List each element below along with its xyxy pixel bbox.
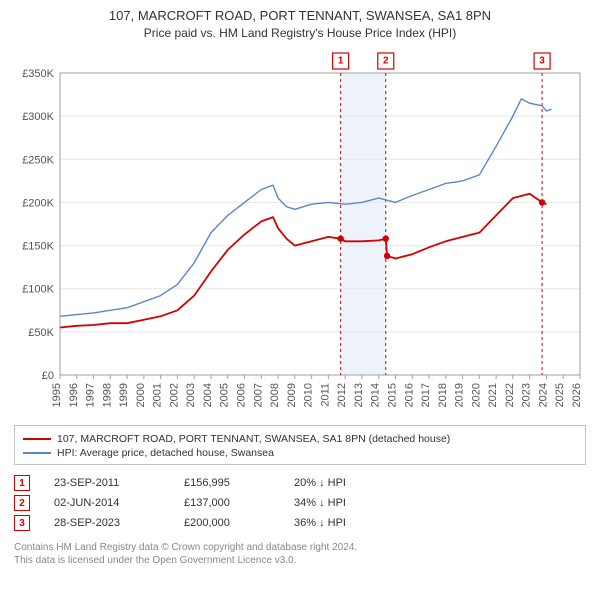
svg-text:2005: 2005 [219, 383, 231, 407]
sale-delta: 36% ↓ HPI [294, 517, 404, 529]
svg-text:2024: 2024 [537, 383, 549, 407]
svg-text:2014: 2014 [370, 383, 382, 407]
svg-text:2007: 2007 [252, 383, 264, 407]
svg-text:1997: 1997 [85, 383, 97, 407]
svg-text:£150K: £150K [22, 241, 54, 253]
footer-attribution: Contains HM Land Registry data © Crown c… [14, 541, 586, 567]
svg-text:2013: 2013 [353, 383, 365, 407]
svg-text:2009: 2009 [286, 383, 298, 407]
svg-text:£100K: £100K [22, 284, 54, 296]
svg-text:2012: 2012 [336, 383, 348, 407]
svg-text:2002: 2002 [168, 383, 180, 407]
svg-text:1999: 1999 [118, 383, 130, 407]
sales-row: 3 28-SEP-2023£200,00036% ↓ HPI [14, 513, 586, 533]
svg-text:2020: 2020 [470, 383, 482, 407]
chart-area: £0 £50K £100K £150K £200K £250K £300K £350K 1995… [14, 47, 586, 417]
legend-item: 107, MARCROFT ROAD, PORT TENNANT, SWANSE… [23, 432, 577, 446]
legend-label: 107, MARCROFT ROAD, PORT TENNANT, SWANSE… [57, 433, 450, 445]
chart-subtitle: Price paid vs. HM Land Registry's House … [14, 26, 586, 41]
legend: 107, MARCROFT ROAD, PORT TENNANT, SWANSE… [14, 425, 586, 465]
legend-swatch [23, 438, 51, 440]
sale-delta: 34% ↓ HPI [294, 497, 404, 509]
svg-text:2017: 2017 [420, 383, 432, 407]
svg-text:2025: 2025 [554, 383, 566, 407]
sale-price: £200,000 [184, 517, 294, 529]
svg-text:2019: 2019 [454, 383, 466, 407]
sale-date: 02-JUN-2014 [54, 497, 184, 509]
footer-line-1: Contains HM Land Registry data © Crown c… [14, 541, 586, 554]
sale-price: £156,995 [184, 477, 294, 489]
svg-text:£250K: £250K [22, 155, 54, 167]
svg-text:2011: 2011 [319, 383, 331, 407]
svg-text:2006: 2006 [236, 383, 248, 407]
sale-marker: 1 [14, 475, 30, 491]
sale-date: 28-SEP-2023 [54, 517, 184, 529]
legend-label: HPI: Average price, detached house, Swan… [57, 447, 274, 459]
svg-text:£200K: £200K [22, 198, 54, 210]
sales-table: 1 23-SEP-2011£156,99520% ↓ HPI 2 02-JUN-201… [14, 473, 586, 533]
svg-text:2021: 2021 [487, 383, 499, 407]
svg-text:£0: £0 [42, 370, 54, 382]
page: 107, MARCROFT ROAD, PORT TENNANT, SWANSE… [0, 0, 600, 590]
sale-price: £137,000 [184, 497, 294, 509]
svg-text:£300K: £300K [22, 111, 54, 123]
svg-text:£350K: £350K [22, 68, 54, 80]
svg-text:1996: 1996 [68, 383, 80, 407]
sale-marker: 2 [14, 495, 30, 511]
svg-text:1995: 1995 [51, 383, 63, 407]
footer-line-2: This data is licensed under the Open Gov… [14, 554, 586, 567]
svg-text:2000: 2000 [135, 383, 147, 407]
svg-text:2022: 2022 [504, 383, 516, 407]
svg-text:2003: 2003 [185, 383, 197, 407]
sale-marker: 3 [14, 515, 30, 531]
svg-text:2: 2 [383, 56, 389, 67]
svg-text:2004: 2004 [202, 383, 214, 407]
sale-date: 23-SEP-2011 [54, 477, 184, 489]
sales-row: 2 02-JUN-2014£137,00034% ↓ HPI [14, 493, 586, 513]
svg-text:£50K: £50K [28, 327, 54, 339]
svg-text:1998: 1998 [101, 383, 113, 407]
svg-text:2026: 2026 [571, 383, 583, 407]
svg-text:2023: 2023 [521, 383, 533, 407]
svg-text:1: 1 [338, 56, 344, 67]
legend-item: HPI: Average price, detached house, Swan… [23, 446, 577, 460]
svg-text:2016: 2016 [403, 383, 415, 407]
sale-delta: 20% ↓ HPI [294, 477, 404, 489]
sales-row: 1 23-SEP-2011£156,99520% ↓ HPI [14, 473, 586, 493]
chart-title: 107, MARCROFT ROAD, PORT TENNANT, SWANSE… [14, 8, 586, 24]
svg-text:2010: 2010 [303, 383, 315, 407]
svg-text:3: 3 [539, 56, 545, 67]
legend-swatch [23, 452, 51, 454]
chart-titles: 107, MARCROFT ROAD, PORT TENNANT, SWANSE… [14, 8, 586, 41]
svg-text:2001: 2001 [152, 383, 164, 407]
svg-text:2008: 2008 [269, 383, 281, 407]
svg-text:2015: 2015 [386, 383, 398, 407]
svg-text:2018: 2018 [437, 383, 449, 407]
line-chart: £0 £50K £100K £150K £200K £250K £300K £350K 1995… [14, 47, 586, 417]
